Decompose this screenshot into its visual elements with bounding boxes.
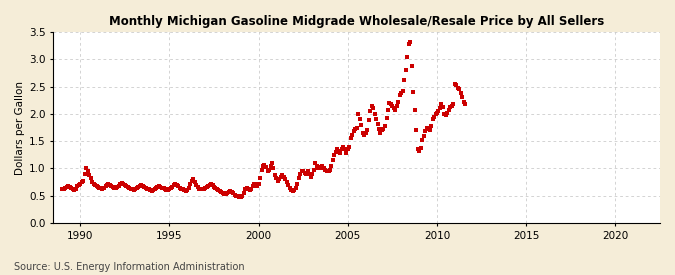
Y-axis label: Dollars per Gallon: Dollars per Gallon (15, 81, 25, 175)
Title: Monthly Michigan Gasoline Midgrade Wholesale/Resale Price by All Sellers: Monthly Michigan Gasoline Midgrade Whole… (109, 15, 604, 28)
Text: Source: U.S. Energy Information Administration: Source: U.S. Energy Information Administ… (14, 262, 244, 272)
